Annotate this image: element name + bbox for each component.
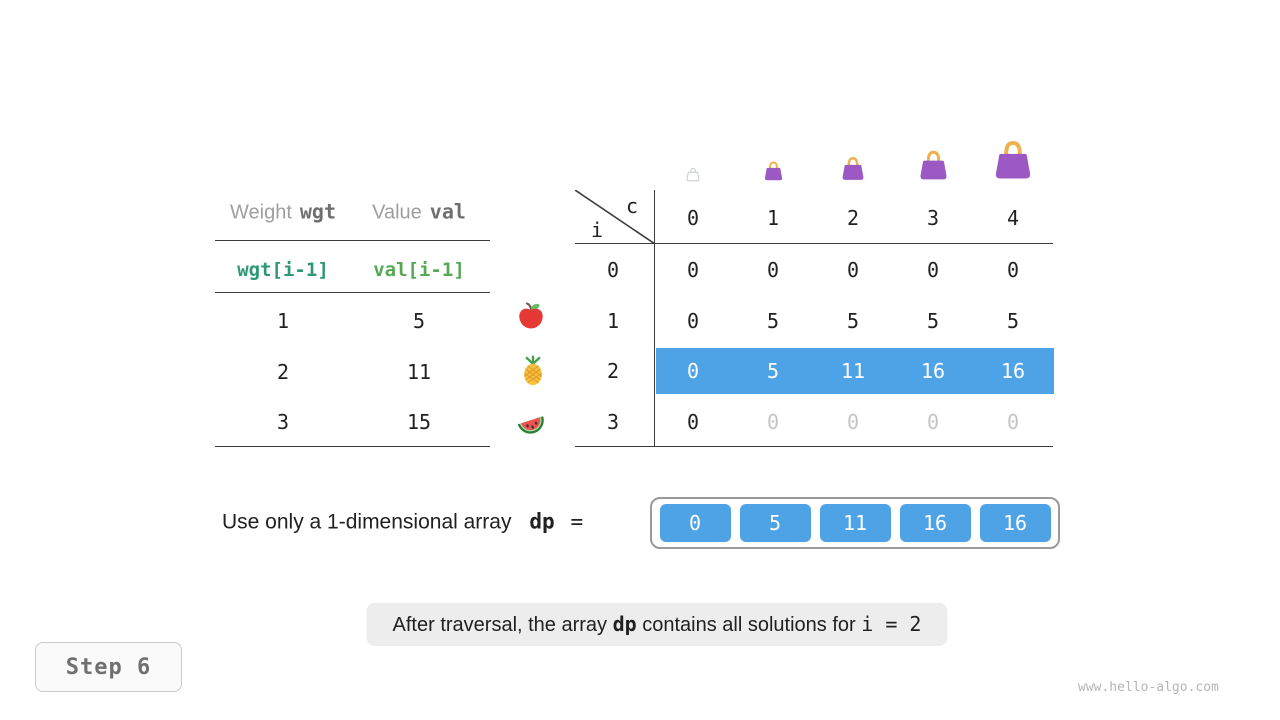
dp-array-var: dp xyxy=(529,509,555,534)
dp-array-cell-3: 16 xyxy=(899,504,971,542)
dp-table-vertical-rule xyxy=(654,190,655,447)
bag-capacity-0-icon xyxy=(685,166,701,187)
dp-table-bottom-rule xyxy=(575,446,1053,447)
dp-array-cell-1: 5 xyxy=(739,504,811,542)
corner-row-var: i xyxy=(590,218,604,242)
dp-array-box: 0 5 11 16 16 xyxy=(650,497,1060,549)
dp-cell-1-0: 0 xyxy=(686,309,700,333)
value-code-label: val xyxy=(429,199,466,224)
caption-box: After traversal, the array dp contains a… xyxy=(366,603,948,646)
dp-cell-2-0: 0 xyxy=(686,359,700,383)
items-table-formula-rule xyxy=(215,292,490,293)
dp-row-label-2: 2 xyxy=(606,359,620,383)
bag-capacity-1-icon xyxy=(762,159,785,187)
value-label: Value xyxy=(372,201,422,224)
dp-row-label-0: 0 xyxy=(606,258,620,282)
formula-wgt: wgt[i-1] xyxy=(237,259,329,281)
dp-array-cell-0: 0 xyxy=(659,504,731,542)
item-wgt-2: 3 xyxy=(276,410,290,434)
dp-cell-2-2: 11 xyxy=(840,359,866,383)
item-val-1: 11 xyxy=(406,360,432,384)
dp-cell-0-3: 0 xyxy=(926,258,940,282)
item-val-0: 5 xyxy=(412,309,426,333)
caption-code-dp: dp xyxy=(612,612,637,636)
corner-diagonal-line xyxy=(575,190,655,244)
dp-cell-3-2: 0 xyxy=(846,410,860,434)
dp-array-cell-2: 11 xyxy=(819,504,891,542)
bag-capacity-4-icon xyxy=(990,136,1036,187)
caption-text-middle: contains all solutions for xyxy=(636,614,862,636)
item-wgt-0: 1 xyxy=(276,309,290,333)
dp-cell-3-3: 0 xyxy=(926,410,940,434)
dp-cell-1-3: 5 xyxy=(926,309,940,333)
items-header-value: Value val xyxy=(372,200,466,225)
dp-cell-2-1: 5 xyxy=(766,359,780,383)
caption-text-before: After traversal, the array xyxy=(392,614,613,636)
item-val-2: 15 xyxy=(406,410,432,434)
dp-cell-2-3: 16 xyxy=(920,359,946,383)
dp-cell-0-4: 0 xyxy=(1006,258,1020,282)
dp-array-label: Use only a 1-dimensional array dp = xyxy=(222,510,583,535)
step-badge: Step 6 xyxy=(35,642,182,692)
dp-cell-3-1: 0 xyxy=(766,410,780,434)
dp-col-header-2: 2 xyxy=(846,206,860,230)
dp-row-label-1: 1 xyxy=(606,309,620,333)
dp-cell-0-2: 0 xyxy=(846,258,860,282)
dp-row-label-3: 3 xyxy=(606,410,620,434)
weight-label: Weight xyxy=(229,201,292,224)
dp-table-header-rule xyxy=(575,243,1053,244)
watermelon-icon xyxy=(515,406,547,443)
dp-col-header-4: 4 xyxy=(1006,206,1020,230)
bag-capacity-3-icon xyxy=(916,147,951,187)
dp-cell-3-4: 0 xyxy=(1006,410,1020,434)
items-table-header-rule xyxy=(215,240,490,241)
dp-cell-0-1: 0 xyxy=(766,258,780,282)
dp-array-cell-4: 16 xyxy=(979,504,1051,542)
bag-capacity-2-icon xyxy=(839,154,867,187)
item-wgt-1: 2 xyxy=(276,360,290,384)
dp-cell-2-4: 16 xyxy=(1000,359,1026,383)
dp-cell-1-4: 5 xyxy=(1006,309,1020,333)
apple-icon xyxy=(516,301,546,336)
dp-col-header-1: 1 xyxy=(766,206,780,230)
items-table-bottom-rule xyxy=(215,446,490,447)
dp-cell-0-0: 0 xyxy=(686,258,700,282)
dp-col-header-3: 3 xyxy=(926,206,940,230)
watermark: www.hello-algo.com xyxy=(1078,680,1219,695)
dp-array-equals: = xyxy=(570,509,584,534)
dp-array-label-text: Use only a 1-dimensional array xyxy=(222,510,512,534)
highlighted-row-band xyxy=(656,348,1054,394)
caption-code-i: i = 2 xyxy=(861,612,922,636)
pineapple-icon xyxy=(517,354,549,391)
dp-cell-1-2: 5 xyxy=(846,309,860,333)
dp-col-header-0: 0 xyxy=(686,206,700,230)
items-header-weight: Weight wgt xyxy=(230,200,336,225)
weight-code-label: wgt xyxy=(299,199,337,224)
formula-val: val[i-1] xyxy=(373,259,465,281)
dp-cell-1-1: 5 xyxy=(766,309,780,333)
dp-cell-3-0: 0 xyxy=(686,410,700,434)
corner-col-var: c xyxy=(625,194,639,218)
